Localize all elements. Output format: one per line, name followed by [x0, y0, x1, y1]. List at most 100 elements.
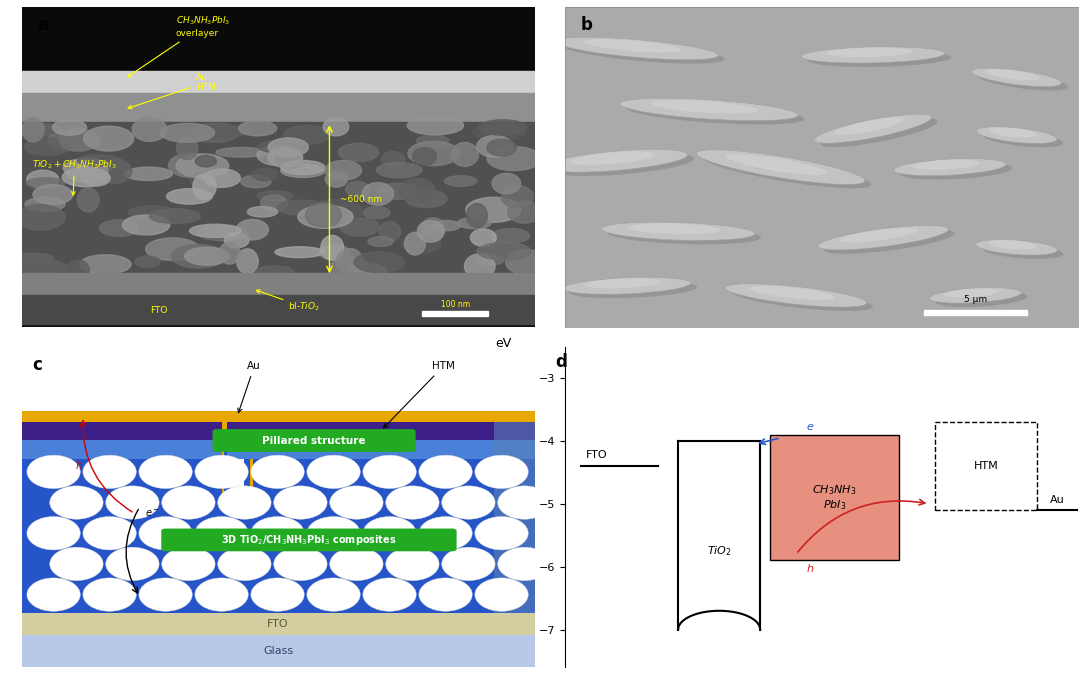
Bar [262, 440, 535, 459]
Text: Glass: Glass [264, 646, 293, 656]
Ellipse shape [487, 146, 541, 171]
Bar [22, 613, 535, 635]
Circle shape [106, 548, 159, 581]
Ellipse shape [326, 172, 347, 187]
Ellipse shape [585, 278, 661, 288]
Text: Au: Au [237, 361, 261, 413]
Ellipse shape [257, 191, 293, 201]
Circle shape [273, 486, 327, 519]
Polygon shape [227, 422, 262, 440]
Ellipse shape [216, 147, 267, 157]
Ellipse shape [702, 154, 871, 189]
Text: $TiO_2$: $TiO_2$ [707, 544, 732, 558]
Ellipse shape [84, 126, 134, 151]
Ellipse shape [122, 215, 170, 235]
Ellipse shape [22, 118, 44, 142]
Circle shape [363, 517, 416, 550]
Circle shape [475, 517, 528, 550]
Ellipse shape [470, 229, 497, 247]
Circle shape [273, 548, 327, 581]
Text: $CH_3NH_3$
$PbI_3$: $CH_3NH_3$ $PbI_3$ [812, 483, 857, 512]
Ellipse shape [982, 131, 1063, 147]
Circle shape [139, 578, 193, 612]
Bar [230, 433, 245, 497]
Ellipse shape [354, 252, 404, 272]
Ellipse shape [555, 37, 719, 60]
Ellipse shape [988, 127, 1037, 138]
Ellipse shape [26, 178, 64, 188]
Ellipse shape [507, 201, 541, 223]
Circle shape [250, 455, 304, 488]
Circle shape [307, 517, 360, 550]
Ellipse shape [406, 190, 446, 208]
Ellipse shape [195, 155, 217, 167]
Text: FTO: FTO [586, 450, 608, 460]
Ellipse shape [552, 153, 694, 176]
Text: $TiO_2+CH_3NH_3PbI_3$: $TiO_2+CH_3NH_3PbI_3$ [32, 158, 117, 195]
Bar [22, 93, 535, 123]
Ellipse shape [12, 123, 62, 136]
Ellipse shape [815, 114, 932, 143]
Ellipse shape [15, 205, 65, 230]
Ellipse shape [281, 164, 325, 178]
Ellipse shape [83, 171, 110, 186]
Ellipse shape [377, 163, 423, 178]
Ellipse shape [400, 178, 436, 203]
Ellipse shape [241, 175, 271, 188]
Circle shape [139, 455, 193, 488]
Circle shape [50, 486, 103, 519]
Ellipse shape [52, 120, 86, 136]
Ellipse shape [570, 281, 697, 298]
Ellipse shape [132, 118, 167, 142]
Ellipse shape [433, 221, 461, 231]
Ellipse shape [477, 242, 531, 260]
Ellipse shape [379, 221, 401, 242]
Bar [925, 310, 1027, 315]
Ellipse shape [281, 161, 325, 174]
Ellipse shape [323, 118, 348, 136]
Ellipse shape [608, 226, 761, 244]
Circle shape [83, 455, 136, 488]
Ellipse shape [421, 218, 445, 238]
Ellipse shape [276, 150, 304, 169]
Circle shape [307, 455, 360, 488]
Polygon shape [227, 440, 262, 459]
Ellipse shape [247, 206, 278, 217]
Ellipse shape [167, 189, 212, 204]
Ellipse shape [193, 174, 216, 200]
Ellipse shape [726, 154, 828, 175]
Text: $CH_3NH_3PbI_3$
overlayer: $CH_3NH_3PbI_3$ overlayer [127, 15, 230, 77]
Ellipse shape [191, 170, 233, 189]
Ellipse shape [252, 168, 279, 181]
Text: ~600 nm: ~600 nm [340, 195, 382, 204]
Ellipse shape [988, 240, 1037, 249]
Ellipse shape [277, 200, 329, 215]
Text: Au
HTM: Au HTM [129, 73, 216, 109]
Ellipse shape [368, 236, 393, 247]
Ellipse shape [308, 200, 363, 223]
Ellipse shape [17, 259, 68, 275]
Ellipse shape [407, 142, 460, 165]
Bar [224, 433, 231, 497]
Ellipse shape [492, 174, 521, 193]
Text: e: e [806, 422, 813, 432]
Bar [934, 422, 1037, 510]
Ellipse shape [238, 121, 277, 136]
Ellipse shape [476, 255, 504, 265]
Ellipse shape [825, 48, 911, 57]
Bar [22, 440, 227, 459]
Ellipse shape [149, 209, 200, 223]
Ellipse shape [407, 116, 464, 135]
Bar [22, 123, 535, 276]
Circle shape [475, 455, 528, 488]
Ellipse shape [348, 264, 387, 277]
Ellipse shape [219, 242, 241, 264]
Circle shape [250, 578, 304, 612]
Ellipse shape [444, 176, 477, 187]
Ellipse shape [171, 244, 225, 268]
Ellipse shape [124, 167, 172, 180]
Ellipse shape [749, 286, 834, 300]
Ellipse shape [329, 257, 370, 281]
Ellipse shape [99, 220, 138, 236]
Bar [22, 7, 535, 71]
